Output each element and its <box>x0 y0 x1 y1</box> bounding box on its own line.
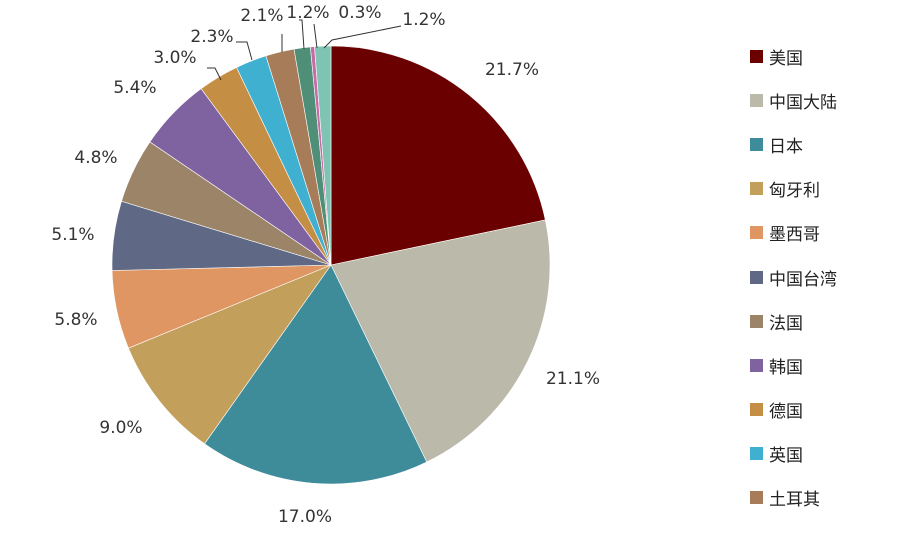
legend-label: 韩国 <box>769 357 803 378</box>
data-label-14: 1.2% <box>402 10 445 30</box>
legend-swatch <box>750 270 763 284</box>
legend-label: 中国台湾 <box>769 269 837 290</box>
pie-slice-14 <box>314 45 332 266</box>
legend: 美国中国大陆日本匈牙利墨西哥中国台湾法国韩国德国英国土耳其 <box>750 34 900 520</box>
leader-line-9 <box>207 67 222 81</box>
legend-item: 匈牙利 <box>750 167 900 211</box>
legend-label: 日本 <box>769 136 803 157</box>
legend-item: 韩国 <box>750 343 900 387</box>
leader-line-12 <box>299 19 305 50</box>
data-label-4: 9.0% <box>99 418 142 438</box>
legend-swatch <box>750 491 763 505</box>
pie-slice-3 <box>204 264 428 485</box>
legend-swatch <box>750 93 763 107</box>
legend-item: 法国 <box>750 299 900 343</box>
legend-swatch <box>750 226 763 240</box>
data-label-12: 1.2% <box>286 3 329 23</box>
legend-item: 墨西哥 <box>750 211 900 255</box>
leader-line-13 <box>313 23 318 49</box>
legend-label: 英国 <box>769 446 803 467</box>
data-label-1: 21.7% <box>485 60 539 80</box>
legend-item: 土耳其 <box>750 476 900 520</box>
legend-swatch <box>750 358 763 372</box>
data-label-5: 5.8% <box>54 310 97 330</box>
data-label-13: 0.3% <box>338 3 381 23</box>
pie-slice-4 <box>128 264 332 445</box>
data-label-10: 2.3% <box>190 27 233 47</box>
legend-item: 英国 <box>750 432 900 476</box>
legend-swatch <box>750 314 763 328</box>
legend-item: 日本 <box>750 122 900 166</box>
legend-label: 中国大陆 <box>769 92 837 113</box>
data-label-9: 3.0% <box>153 48 196 68</box>
data-label-8: 5.4% <box>113 78 156 98</box>
data-label-7: 4.8% <box>74 148 117 168</box>
legend-label: 德国 <box>769 402 803 423</box>
data-label-3: 17.0% <box>278 507 332 527</box>
legend-swatch <box>750 403 763 417</box>
data-label-6: 5.1% <box>51 225 94 245</box>
data-label-11: 2.1% <box>240 6 283 26</box>
leader-line-14 <box>323 25 402 49</box>
legend-swatch <box>750 447 763 461</box>
legend-label: 墨西哥 <box>769 225 820 246</box>
legend-swatch <box>750 182 763 196</box>
leader-line-10 <box>236 41 253 61</box>
legend-label: 法国 <box>769 313 803 334</box>
pie-slice-2 <box>330 219 551 463</box>
legend-item: 中国大陆 <box>750 78 900 122</box>
legend-swatch <box>750 49 763 63</box>
legend-label: 土耳其 <box>769 490 820 511</box>
legend-label: 美国 <box>769 48 803 69</box>
pie-slice-1 <box>330 45 546 266</box>
legend-item: 中国台湾 <box>750 255 900 299</box>
data-label-2: 21.1% <box>546 369 600 389</box>
legend-item: 美国 <box>750 34 900 78</box>
legend-label: 匈牙利 <box>769 181 820 202</box>
legend-item: 德国 <box>750 388 900 432</box>
legend-swatch <box>750 137 763 151</box>
